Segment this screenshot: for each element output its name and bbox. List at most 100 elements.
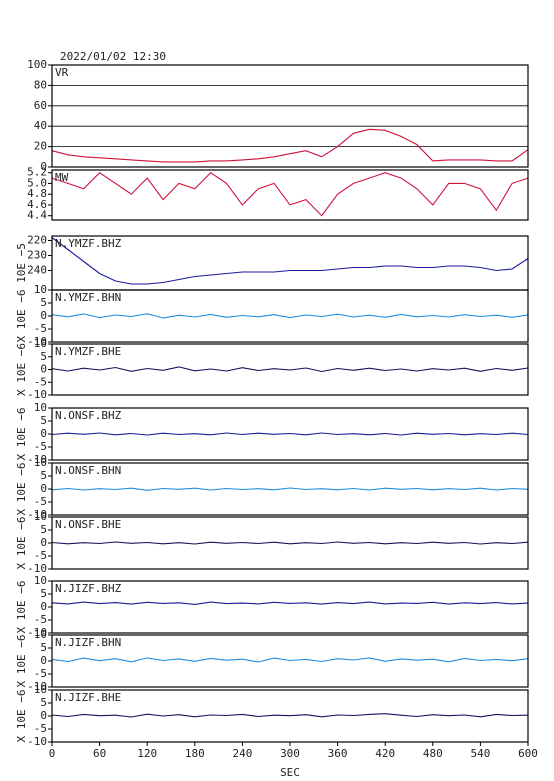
y-axis-label: X 10E −6 xyxy=(15,635,28,688)
x-tick-label: 480 xyxy=(423,747,443,760)
panel-frame xyxy=(51,580,529,634)
panel-frame xyxy=(51,235,529,291)
y-tick-label: 5 xyxy=(40,696,47,709)
y-tick-label: 0 xyxy=(40,160,47,173)
panel-label: N.JIZF.BHZ xyxy=(55,582,122,595)
y-tick-label: 230 xyxy=(27,249,47,262)
y-tick-label: 10 xyxy=(34,401,47,414)
y-axis-label: X 10E −6 xyxy=(15,690,28,743)
trace xyxy=(51,541,529,545)
x-tick-label: 300 xyxy=(280,747,300,760)
y-tick-label: -10 xyxy=(27,735,47,748)
y-tick-label: -10 xyxy=(27,335,47,348)
y-tick-label: -5 xyxy=(34,549,47,562)
y-tick-label: 10 xyxy=(34,683,47,696)
trace xyxy=(51,432,529,436)
y-tick-label: 100 xyxy=(27,58,47,71)
panel-frame xyxy=(51,289,529,343)
chart-title: 2022/01/02 12:30 xyxy=(60,50,166,63)
panel-label: N.YMZF.BHE xyxy=(55,345,121,358)
panel-label: MW xyxy=(55,171,69,184)
y-axis-label: 10E −5 xyxy=(15,243,28,283)
y-tick-label: 5.2 xyxy=(27,166,47,179)
y-tick-label: 10 xyxy=(34,574,47,587)
y-tick-label: -10 xyxy=(27,453,47,466)
panel-frame xyxy=(51,516,529,570)
panel-label: N.ONSF.BHE xyxy=(55,518,121,531)
panel-frame xyxy=(51,343,529,396)
trace xyxy=(51,487,529,491)
y-tick-label: 0 xyxy=(40,536,47,549)
x-tick-label: 240 xyxy=(232,747,252,760)
y-axis-label: X 10E −6 xyxy=(15,408,28,461)
y-tick-label: -10 xyxy=(27,680,47,693)
y-tick-label: 10 xyxy=(34,456,47,469)
x-tick-label: 420 xyxy=(375,747,395,760)
y-tick-label: 10 xyxy=(34,510,47,523)
trace xyxy=(51,601,529,605)
y-tick-label: 10 xyxy=(34,337,47,350)
y-tick-label: 0 xyxy=(40,709,47,722)
y-tick-label: -5 xyxy=(34,495,47,508)
y-tick-label: 5 xyxy=(40,296,47,309)
y-tick-label: -5 xyxy=(34,667,47,680)
panel-label: N.YMZF.BHZ xyxy=(55,237,122,250)
y-tick-label: 0 xyxy=(40,654,47,667)
y-tick-label: 240 xyxy=(27,264,47,277)
x-tick-label: 120 xyxy=(137,747,157,760)
y-tick-label: 10 xyxy=(34,283,47,296)
y-tick-label: 5 xyxy=(40,641,47,654)
y-tick-label: -5 xyxy=(34,613,47,626)
x-axis-label: SEC xyxy=(280,766,300,779)
y-tick-label: 5.0 xyxy=(27,176,47,189)
y-tick-label: -10 xyxy=(27,626,47,639)
y-axis-label: X 10E −6 xyxy=(15,517,28,570)
panel-frame xyxy=(51,407,529,461)
trace xyxy=(51,313,529,319)
y-tick-label: 4.6 xyxy=(27,198,47,211)
panel-label: N.ONSF.BHZ xyxy=(55,409,122,422)
y-tick-label: 20 xyxy=(34,140,47,153)
y-tick-label: 4.4 xyxy=(27,209,47,222)
x-tick-label: 600 xyxy=(518,747,538,760)
x-tick-label: 360 xyxy=(328,747,348,760)
panel-frame xyxy=(51,634,529,688)
y-tick-label: 220 xyxy=(27,234,47,247)
trace xyxy=(51,366,529,373)
y-tick-label: -5 xyxy=(34,375,47,388)
y-tick-label: 80 xyxy=(34,78,47,91)
panel-label: N.ONSF.BHN xyxy=(55,464,121,477)
x-tick-label: 180 xyxy=(185,747,205,760)
y-axis-label: X 10E −6 xyxy=(15,343,28,396)
y-tick-label: 5 xyxy=(40,523,47,536)
trace xyxy=(51,713,529,718)
panel-label: N.YMZF.BHN xyxy=(55,291,121,304)
y-tick-label: 5 xyxy=(40,469,47,482)
panel-frame xyxy=(51,462,529,516)
panel-frame xyxy=(51,169,529,221)
panel-label: VR xyxy=(55,66,69,79)
y-tick-label: 0 xyxy=(40,482,47,495)
y-tick-label: 0 xyxy=(40,309,47,322)
trace xyxy=(51,657,529,663)
panel-label: N.JIZF.BHN xyxy=(55,636,121,649)
y-tick-label: 5 xyxy=(40,587,47,600)
y-tick-label: 5 xyxy=(40,350,47,363)
x-tick-label: 0 xyxy=(49,747,56,760)
y-tick-label: -10 xyxy=(27,562,47,575)
y-tick-label: -10 xyxy=(27,388,47,401)
y-tick-label: 0 xyxy=(40,427,47,440)
trace xyxy=(51,171,529,217)
y-tick-label: 4.8 xyxy=(27,187,47,200)
trace xyxy=(51,128,529,163)
panel-frame xyxy=(51,64,529,168)
panel-label: N.JIZF.BHE xyxy=(55,691,121,704)
y-tick-label: -10 xyxy=(27,508,47,521)
trace xyxy=(51,237,529,285)
x-tick-label: 540 xyxy=(470,747,490,760)
y-tick-label: 10 xyxy=(34,628,47,641)
y-tick-label: -5 xyxy=(34,440,47,453)
y-tick-label: 40 xyxy=(34,119,47,132)
y-axis-label: X 10E −6 xyxy=(15,290,28,343)
